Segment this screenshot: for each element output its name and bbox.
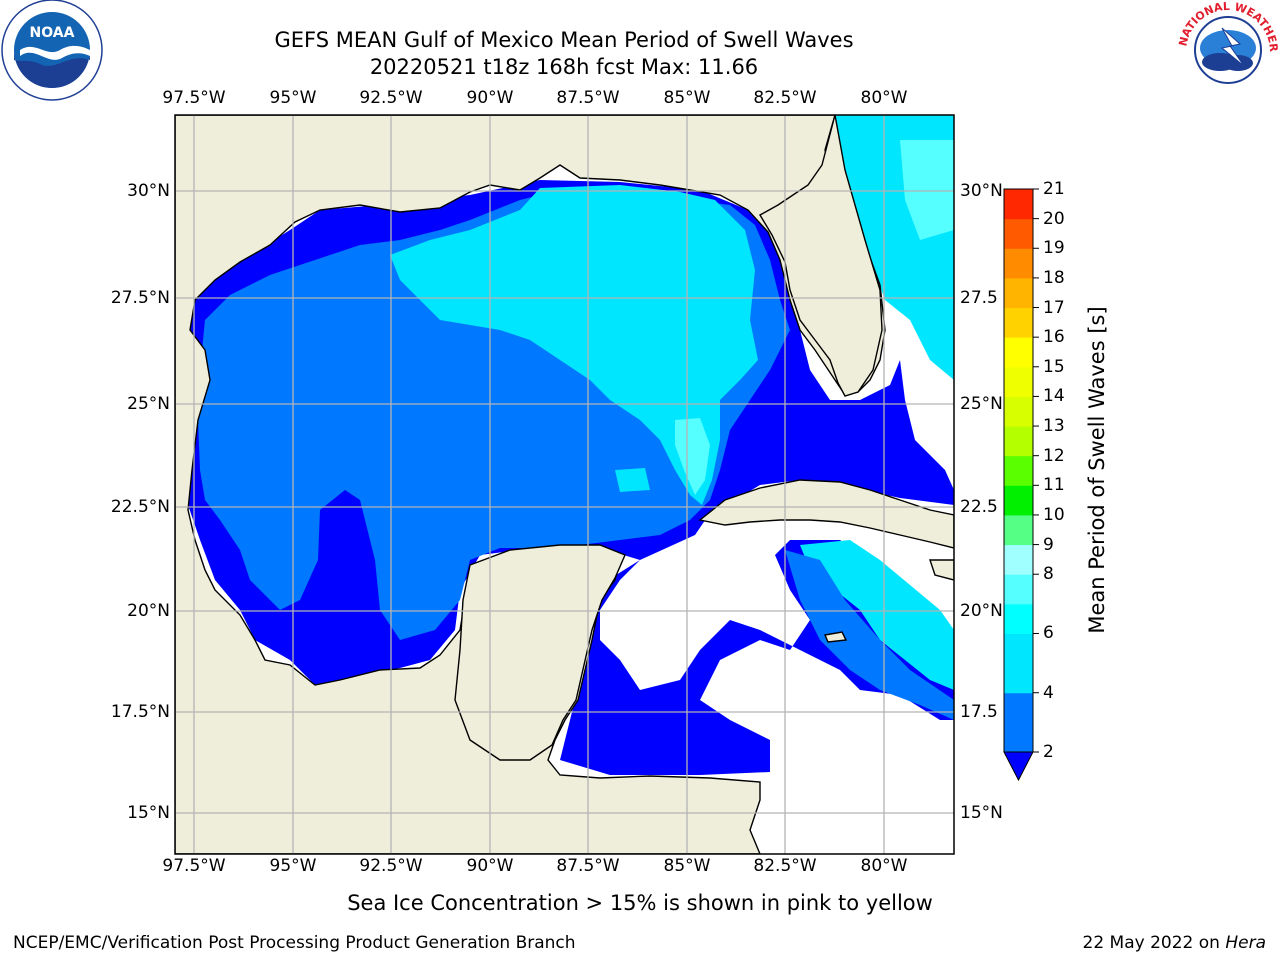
colorbar-segment [1004,485,1033,516]
colorbar-tick-label: 18 [1043,267,1065,288]
shade-2-4s-caribbean [785,550,954,720]
lat-tick-right: 30°N [960,181,1003,201]
lat-tick-left: 25°N [127,394,170,414]
colorbar-segment [1004,692,1033,753]
colorbar-segment [1004,544,1033,575]
map-title: GEFS MEAN Gulf of Mexico Mean Period of … [274,28,854,52]
lat-tick-left: 27.5°N [110,288,170,308]
colorbar-tick-label: 11 [1043,475,1065,496]
lat-tick-right: 25°N [960,394,1003,414]
shade-4-6s-islet [615,468,650,492]
lat-tick-right: 27.5 [960,288,998,308]
shade-4-6s-caribbean [800,540,954,690]
colorbar-tick-label: 16 [1043,327,1065,348]
noaa-logo: NOAA [1,0,103,101]
colorbar-segment [1004,307,1033,338]
lon-tick-top: 82.5°W [753,88,817,108]
colorbar-segment [1004,455,1033,486]
lon-tick-top: 90°W [466,88,514,108]
shade-6-7s-core [675,418,710,495]
colorbar-segment [1004,248,1033,279]
colorbar-tick-label: 13 [1043,416,1065,437]
footer-date-text: 22 May 2022 on [1082,933,1226,953]
colorbar-segment [1004,277,1033,309]
lat-tick-left: 15°N [127,803,170,823]
lon-tick-top: 95°W [269,88,317,108]
colorbar-tick-label: 6 [1043,623,1054,644]
land-yucatan [454,544,626,761]
lon-tick-bottom: 85°W [663,856,711,876]
lon-tick-bottom: 80°W [860,856,908,876]
shade-6-7s-atlantic [900,140,954,240]
colorbar-tick-label: 15 [1043,356,1065,377]
colorbar-tick-label: 19 [1043,238,1065,259]
colorbar-segment [1004,189,1033,220]
lat-tick-right: 17.5 [960,702,998,722]
land-jamaica [824,631,848,643]
land-hispaniola [929,559,954,581]
footer-credit: NCEP/EMC/Verification Post Processing Pr… [13,933,576,953]
footer-date: 22 May 2022 on Hera [1083,933,1267,953]
colorbar-segment [1004,366,1033,397]
sea-ice-note: Sea Ice Concentration > 15% is shown in … [347,891,933,915]
shade-4-6s [390,185,758,505]
colorbar-tick-label: 17 [1043,297,1065,318]
lat-tick-left: 17.5°N [110,702,170,722]
colorbar-tick-label: 4 [1043,682,1054,703]
colorbar-tick-label: 14 [1043,386,1065,407]
lon-tick-bottom: 97.5°W [162,856,226,876]
colorbar-segment [1004,574,1033,605]
colorbar-segment [1004,426,1033,457]
colorbar-frame [1003,188,1034,753]
lat-tick-left: 22.5°N [110,497,170,517]
lon-tick-bottom: 90°W [466,856,514,876]
lon-tick-bottom: 95°W [269,856,317,876]
colorbar-extend-below [1003,751,1034,782]
colorbar-label: Mean Period of Swell Waves [s] [1085,306,1109,634]
lon-tick-top: 80°W [860,88,908,108]
colorbar-tick-label: 2 [1043,742,1054,762]
colorbar-tick-label: 10 [1043,504,1065,525]
noaa-logo-text: NOAA [30,25,75,41]
lon-tick-top: 92.5°W [359,88,423,108]
lat-tick-right: 15°N [960,803,1003,823]
lon-tick-bottom: 82.5°W [753,856,817,876]
lat-tick-left: 30°N [127,181,170,201]
lon-tick-bottom: 87.5°W [556,856,620,876]
lat-tick-left: 20°N [127,601,170,621]
footer-machine: Hera [1225,933,1266,953]
map-subtitle: 20220521 t18z 168h fcst Max: 11.66 [369,55,759,79]
lat-tick-right: 22.5 [960,497,998,517]
colorbar [1003,188,1039,782]
lon-tick-top: 97.5°W [162,88,226,108]
map-frame [174,114,955,855]
colorbar-tick-label: 21 [1043,179,1065,199]
graticule [175,115,954,854]
colorbar-segment [1004,633,1033,694]
lon-tick-top: 87.5°W [556,88,620,108]
colorbar-segment [1004,218,1033,249]
lon-tick-top: 85°W [663,88,711,108]
colorbar-tick-label: 20 [1043,208,1065,229]
land-florida-east [759,115,883,397]
colorbar-tick-label: 12 [1043,445,1065,466]
colorbar-segment [1004,337,1033,368]
colorbar-segment [1004,603,1033,634]
nws-logo: NATIONAL WEATHER SERVICE [1176,0,1280,98]
colorbar-segment [1004,514,1033,546]
land-cuba [698,479,954,549]
lon-tick-bottom: 92.5°W [359,856,423,876]
colorbar-tick-label: 8 [1043,564,1054,585]
land-masses [175,115,954,854]
colorbar-tick-label: 9 [1043,534,1054,555]
lat-tick-right: 20°N [960,601,1003,621]
colorbar-segment [1004,396,1033,427]
